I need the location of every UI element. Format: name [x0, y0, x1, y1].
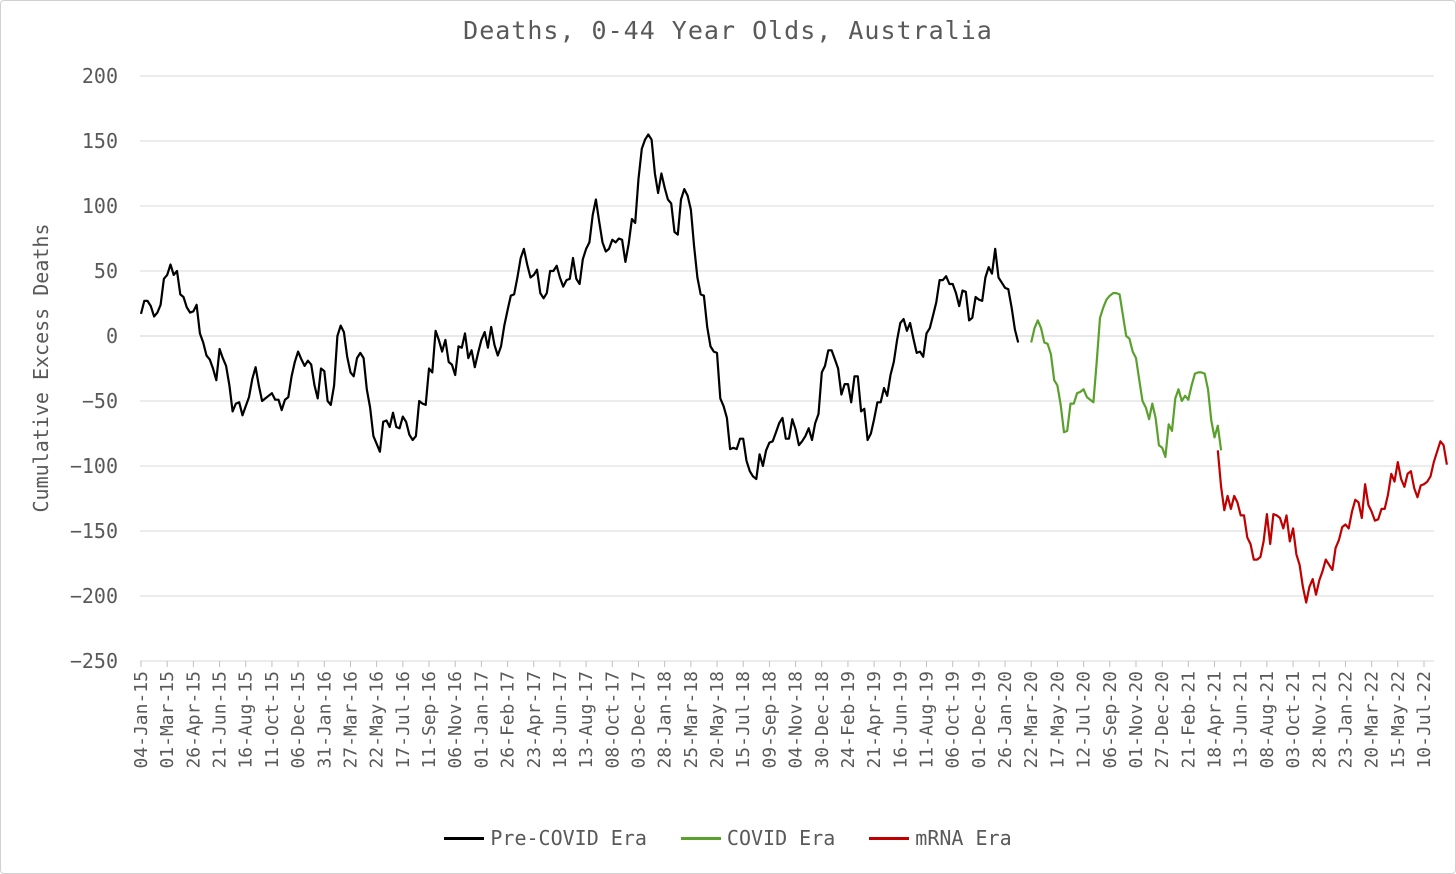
x-tick-label: 04-Jan-15 — [131, 671, 152, 769]
series-line-mrna-era — [1216, 440, 1448, 604]
x-tick-label: 26-Apr-15 — [183, 671, 204, 769]
y-tick-label: 150 — [82, 129, 118, 153]
x-tick-label: 24-Feb-19 — [838, 671, 859, 769]
x-tick-label: 09-Sep-18 — [759, 671, 780, 769]
x-tick-label: 12-Jul-20 — [1074, 671, 1095, 769]
y-tick-label: −50 — [82, 389, 118, 413]
x-tick-label: 06-Oct-19 — [943, 671, 964, 769]
y-axis-ticks: 200 150 100 50 0 −50 −100 −150 −200 −250 — [70, 64, 118, 673]
x-tick-label: 17-Jul-16 — [393, 671, 414, 769]
legend-swatch — [680, 836, 721, 840]
y-axis-label: Cumulative Excess Deaths — [29, 224, 53, 513]
x-tick-label: 01-Dec-19 — [969, 671, 990, 769]
x-tick-label: 27-Dec-20 — [1152, 671, 1173, 769]
x-tick-label: 11-Sep-16 — [419, 671, 440, 769]
series-line-pre-covid-era — [139, 133, 1020, 481]
x-tick-label: 16-Jun-19 — [890, 671, 911, 769]
x-tick-label: 03-Oct-21 — [1283, 671, 1304, 769]
legend-item: COVID Era — [680, 826, 836, 850]
x-tick-label: 03-Dec-17 — [628, 671, 649, 769]
x-tick-label: 10-Jul-22 — [1414, 671, 1435, 769]
x-tick-label: 06-Sep-20 — [1100, 671, 1121, 769]
x-tick-label: 18-Jun-17 — [550, 671, 571, 769]
x-tick-label: 06-Nov-16 — [445, 671, 466, 769]
x-tick-label: 11-Aug-19 — [917, 671, 938, 769]
x-tick-label: 22-May-16 — [367, 671, 388, 769]
x-tick-label: 04-Nov-18 — [786, 671, 807, 769]
x-tick-label: 23-Jan-22 — [1335, 671, 1356, 769]
x-tick-label: 16-Aug-15 — [236, 671, 257, 769]
x-tick-label: 06-Dec-15 — [288, 671, 309, 769]
x-tick-label: 23-Apr-17 — [524, 671, 545, 769]
x-tick-label: 11-Oct-15 — [262, 671, 283, 769]
chart-title: Deaths, 0-44 Year Olds, Australia — [463, 16, 993, 45]
legend-swatch — [869, 836, 910, 840]
x-tick-label: 08-Oct-17 — [602, 671, 623, 769]
legend-item: mRNA Era — [869, 826, 1012, 850]
x-tick-label: 15-Jul-18 — [733, 671, 754, 769]
x-tick-label: 15-May-22 — [1388, 671, 1409, 769]
x-tick-label: 26-Jan-20 — [995, 671, 1016, 769]
legend-swatch — [444, 836, 485, 840]
x-tick-label: 25-Mar-18 — [681, 671, 702, 769]
x-tick-label: 01-Mar-15 — [157, 671, 178, 769]
legend: Pre-COVID Era COVID Era mRNA Era — [0, 826, 1456, 850]
x-tick-label: 22-Mar-20 — [1021, 671, 1042, 769]
x-tick-label: 01-Nov-20 — [1126, 671, 1147, 769]
x-tick-label: 21-Jun-15 — [210, 671, 231, 769]
y-tick-label: 50 — [94, 259, 118, 283]
series-line-covid-era — [1030, 292, 1223, 458]
y-tick-label: −100 — [70, 454, 118, 478]
y-tick-label: 0 — [106, 324, 118, 348]
x-tick-label: 26-Feb-17 — [498, 671, 519, 769]
y-tick-label: −250 — [70, 649, 118, 673]
x-tick-label: 13-Aug-17 — [576, 671, 597, 769]
x-tick-label: 27-Mar-16 — [340, 671, 361, 769]
x-tick-label: 20-Mar-22 — [1362, 671, 1383, 769]
x-tick-label: 28-Jan-18 — [655, 671, 676, 769]
legend-label: Pre-COVID Era — [490, 826, 647, 850]
series-lines — [139, 133, 1448, 604]
gridlines — [140, 75, 1434, 662]
x-tick-label: 01-Jan-17 — [471, 671, 492, 769]
legend-item: Pre-COVID Era — [444, 826, 647, 850]
x-tick-label: 13-Jun-21 — [1231, 671, 1252, 769]
legend-label: COVID Era — [726, 826, 836, 850]
y-tick-label: 200 — [82, 64, 118, 88]
y-tick-label: −150 — [70, 519, 118, 543]
y-tick-label: 100 — [82, 194, 118, 218]
x-tick-label: 28-Nov-21 — [1309, 671, 1330, 769]
y-tick-label: −200 — [70, 584, 118, 608]
x-tick-label: 31-Jan-16 — [314, 671, 335, 769]
x-tick-label: 20-May-18 — [707, 671, 728, 769]
x-tick-label: 08-Aug-21 — [1257, 671, 1278, 769]
legend-label: mRNA Era — [915, 826, 1012, 850]
x-tick-label: 18-Apr-21 — [1205, 671, 1226, 769]
x-tick-label: 30-Dec-18 — [812, 671, 833, 769]
x-tick-label: 21-Feb-21 — [1178, 671, 1199, 769]
x-axis-ticks: 04-Jan-15 01-Mar-15 26-Apr-15 21-Jun-15 16-A… — [131, 661, 1435, 769]
x-tick-label: 17-May-20 — [1047, 671, 1068, 769]
x-tick-label: 21-Apr-19 — [864, 671, 885, 769]
